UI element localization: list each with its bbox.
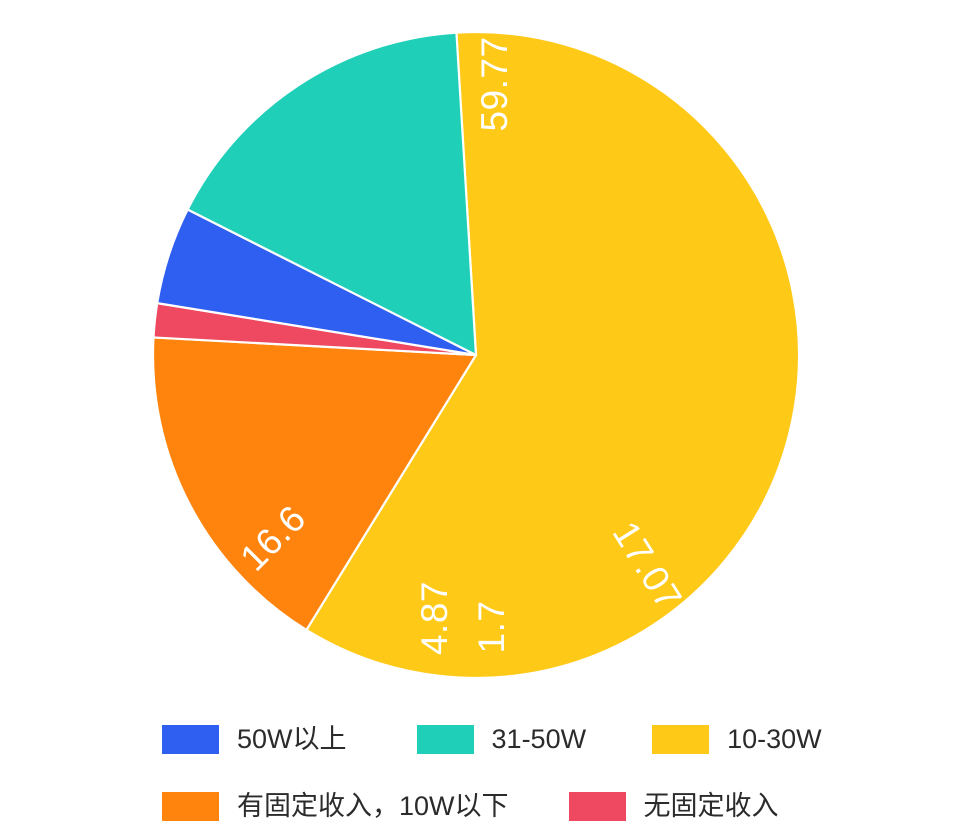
legend-item-10-30w[interactable]: 10-30W [652, 723, 822, 754]
pie-plot-area: 59.77 17.07 1.7 4.87 16.6 [151, 30, 801, 680]
pie-slice[interactable] [151, 336, 478, 631]
legend-swatch-no-fixed-income [568, 791, 626, 821]
legend-label-no-fixed-income: 无固定收入 [643, 790, 779, 821]
legend-item-50w-above[interactable]: 50W以上 [162, 723, 347, 754]
legend-swatch-31-50w [416, 724, 474, 754]
legend-label-10-30w: 10-30W [727, 723, 822, 754]
legend-label-31-50w: 31-50W [491, 723, 587, 754]
legend-swatch-50w-above [162, 724, 219, 754]
legend-item-no-fixed-income[interactable]: 无固定收入 [568, 790, 779, 821]
legend-swatch-fixed-income-under-10w [162, 791, 219, 821]
pie-slice-group [151, 30, 801, 680]
legend-item-fixed-income-under-10w[interactable]: 有固定收入，10W以下 [162, 790, 509, 821]
pie-slice[interactable] [186, 31, 478, 357]
pie-slice[interactable] [305, 30, 801, 680]
legend-row-2: 有固定收入，10W以下 无固定收入 [0, 777, 960, 835]
legend-item-31-50w[interactable]: 31-50W [416, 723, 587, 754]
pie-slice-value-label: 4.87 [414, 581, 455, 655]
legend-label-50w-above: 50W以上 [237, 723, 347, 754]
chart-legend: 50W以上 31-50W 10-30W 有固定收入，10W以下 无固定收入 [0, 700, 960, 840]
pie-slice-value-label: 1.7 [471, 601, 512, 654]
pie-slice-value-label: 59.77 [474, 36, 515, 131]
legend-row-1: 50W以上 31-50W 10-30W [0, 710, 960, 768]
legend-label-fixed-income-under-10w: 有固定收入，10W以下 [237, 790, 509, 821]
legend-swatch-10-30w [652, 724, 710, 754]
